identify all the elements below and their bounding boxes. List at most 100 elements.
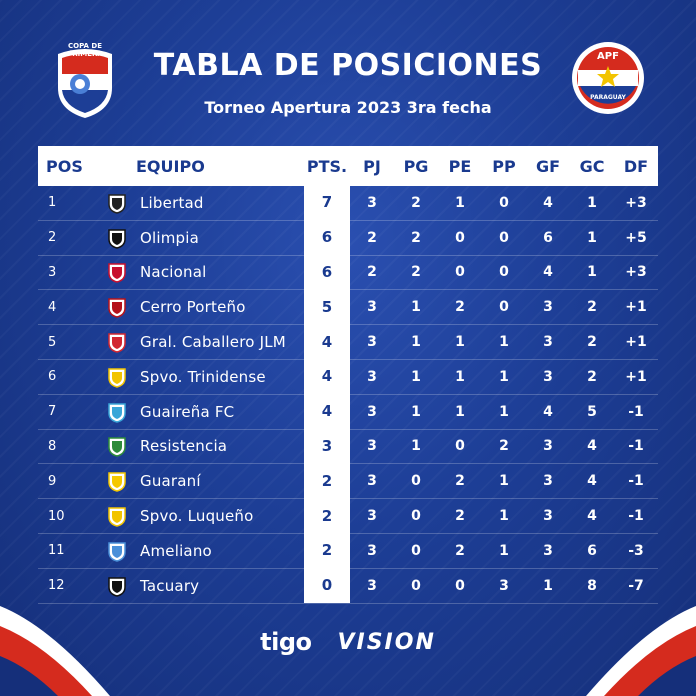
row-pg: 0 [411,542,421,559]
col-header-pp: PP [492,156,516,176]
col-header-pe: PE [448,156,472,176]
team-crest-icon [102,435,132,458]
row-gf: 4 [543,194,553,211]
row-pe: 2 [455,473,465,490]
row-gc: 4 [587,508,597,525]
col-header-pos: POS [46,156,83,176]
row-pj: 2 [367,264,377,281]
row-pg: 1 [411,438,421,455]
row-df: -1 [628,473,644,490]
row-gf: 3 [543,368,553,385]
row-pts: 2 [304,498,350,534]
row-pos: 10 [48,508,65,524]
team-name: Ameliano [140,541,212,560]
team-crest-icon [102,227,132,249]
col-header-pts: PTS. [306,156,348,176]
row-pg: 2 [411,194,421,211]
team-name: Olimpia [140,228,200,247]
team-name: Cerro Porteño [140,298,246,317]
row-team: Spvo. Luqueño [94,505,304,527]
row-df: -3 [628,542,644,559]
row-pts: 3 [304,428,350,464]
row-gf: 3 [543,508,553,525]
row-pts: 6 [304,255,350,290]
row-team: Libertad [94,192,304,214]
row-pe: 1 [455,334,465,351]
row-pg: 2 [411,229,421,246]
row-df: -1 [628,438,644,455]
team-crest-icon [102,575,132,597]
row-gc: 4 [587,438,597,455]
row-pp: 1 [499,542,509,559]
table-header: POS EQUIPO PTS. PJ PG PE PP GF GC DF [38,146,658,186]
row-pts: 4 [304,324,350,360]
row-team: Olimpia [94,227,304,249]
row-pe: 0 [455,229,465,246]
row-gf: 4 [543,403,553,420]
row-pos: 11 [48,543,65,559]
col-header-pj: PJ [363,156,381,176]
team-crest-icon [102,505,132,527]
row-pg: 1 [411,299,421,316]
row-pe: 0 [455,577,465,594]
row-pts: 6 [304,220,350,256]
copa-logo-text: COPA DE PRIMERA [67,42,103,58]
table-row: 9 Guaraní 2 3 0 2 1 3 4 -1 [38,463,658,500]
row-pos: 4 [48,299,57,315]
row-pos: 9 [48,473,57,489]
table-row: 11 Ameliano 2 3 0 2 1 3 6 -3 [38,533,658,569]
row-team: Ameliano [94,540,304,562]
copa-de-primera-logo: COPA DE PRIMERA [50,40,120,120]
row-pp: 1 [499,508,509,525]
team-name: Spvo. Luqueño [140,507,254,526]
row-pp: 0 [499,264,509,281]
row-df: +3 [625,264,647,281]
col-header-team: EQUIPO [136,156,205,176]
row-pj: 2 [367,229,377,246]
row-df: -1 [628,508,644,525]
team-crest-icon [102,261,132,284]
flag-ribbon-left [0,606,110,696]
apf-logo-subtext: PARAGUAY [590,94,626,101]
team-name: Spvo. Trinidense [140,367,266,386]
row-team: Cerro Porteño [94,296,304,319]
team-name: Guaireña FC [140,402,235,421]
team-crest-icon [102,192,132,214]
row-pts: 2 [304,533,350,569]
table-row: 10 Spvo. Luqueño 2 3 0 2 1 3 4 -1 [38,498,658,534]
col-header-df: DF [623,156,649,176]
row-pj: 3 [367,577,377,594]
col-header-gf: GF [535,156,561,176]
row-team: Spvo. Trinidense [94,366,304,388]
row-pg: 0 [411,508,421,525]
row-pe: 1 [455,194,465,211]
row-gf: 3 [543,334,553,351]
tigo-logo: tigo [260,628,312,656]
row-df: -1 [628,403,644,420]
row-pts: 5 [304,289,350,325]
row-pp: 0 [499,299,509,316]
table-row: 4 Cerro Porteño 5 3 1 2 0 3 2 +1 [38,289,658,326]
row-gc: 5 [587,403,597,420]
team-crest-icon [102,401,132,423]
table-row: 7 Guaireña FC 4 3 1 1 1 4 5 -1 [38,394,658,430]
row-pj: 3 [367,438,377,455]
row-pts: 0 [304,568,350,604]
row-pts: 2 [304,463,350,499]
apf-logo-text: APF [597,51,619,62]
page-title: TABLA DE POSICIONES [153,48,543,83]
team-crest-icon [102,296,132,319]
row-pos: 6 [48,369,57,385]
sponsors: tigo VISION [0,628,696,656]
row-team: Guaraní [94,470,304,493]
row-gf: 4 [543,264,553,281]
row-gc: 4 [587,473,597,490]
row-pos: 3 [48,264,57,280]
row-pg: 2 [411,264,421,281]
team-name: Gral. Caballero JLM [140,333,286,352]
row-pos: 1 [48,195,57,211]
row-df: +1 [625,368,647,385]
row-pe: 2 [455,542,465,559]
row-team: Resistencia [94,435,304,458]
row-df: +5 [625,229,647,246]
